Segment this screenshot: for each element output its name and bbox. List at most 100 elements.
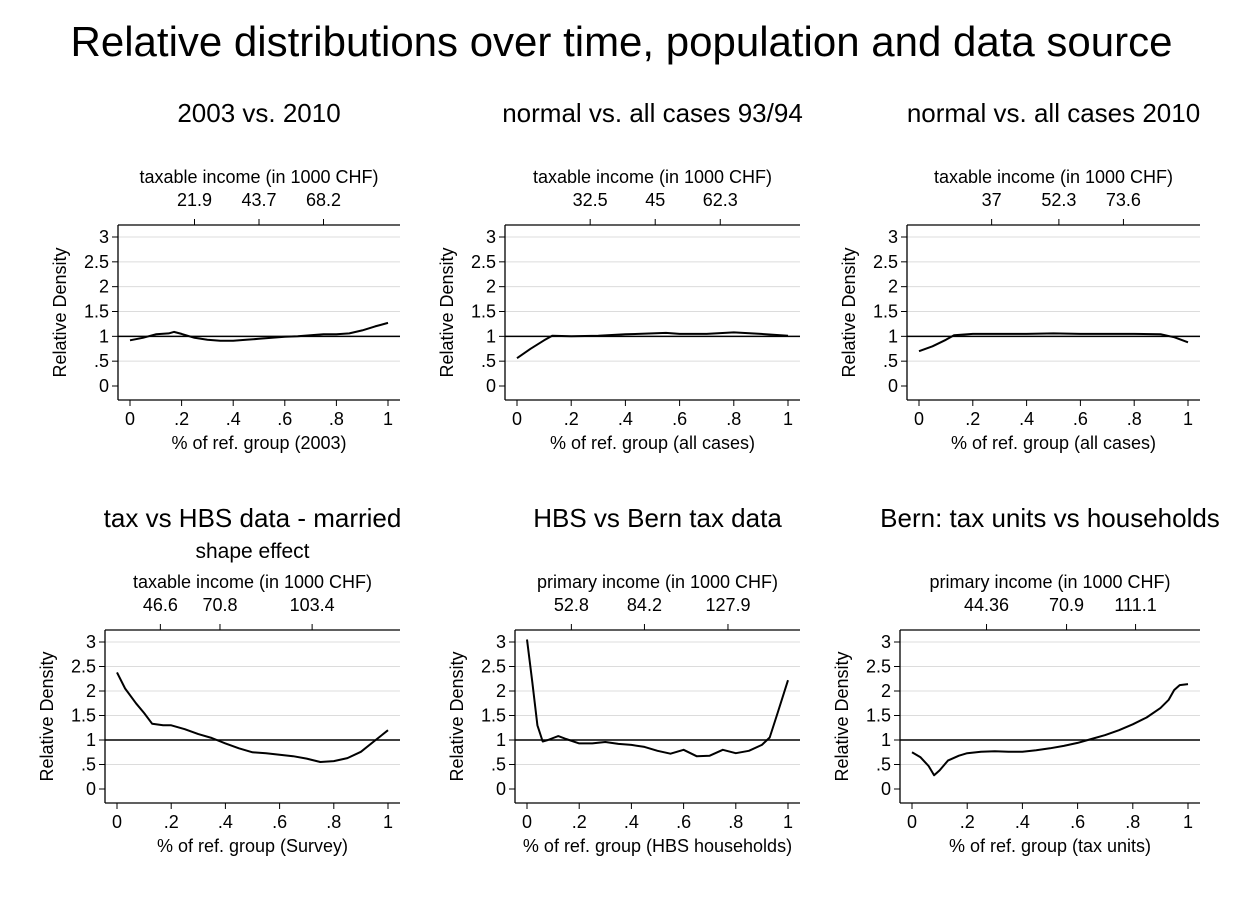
panel-4: tax vs HBS data - married shape effect tax…: [37, 503, 401, 856]
top-tick-label: 73.6: [1106, 190, 1141, 210]
y-axis-title: Relative Density: [832, 651, 852, 781]
x-tick-label: .6: [676, 812, 691, 832]
y-tick-label: 0: [86, 779, 96, 799]
x-tick-label: .6: [272, 812, 287, 832]
y-tick-label: 2: [888, 277, 898, 297]
x-tick-label: .8: [329, 409, 344, 429]
top-tick-label: 43.7: [241, 190, 276, 210]
x-tick-label: .2: [564, 409, 579, 429]
y-tick-label: 2: [486, 277, 496, 297]
top-tick-label: 37: [982, 190, 1002, 210]
x-tick-label: 0: [914, 409, 924, 429]
density-line: [918, 332, 1189, 353]
x-tick-label: .6: [277, 409, 292, 429]
x-tick-label: 0: [125, 409, 135, 429]
x-tick-label: 1: [383, 409, 393, 429]
x-tick-label: .8: [728, 812, 743, 832]
top-tick-label: 21.9: [177, 190, 212, 210]
y-axis-title: Relative Density: [447, 651, 467, 781]
y-tick-label: 0: [99, 376, 109, 396]
x-tick-label: .8: [326, 812, 341, 832]
top-tick-label: 52.3: [1041, 190, 1076, 210]
y-tick-label: 2.5: [84, 252, 109, 272]
y-tick-label: 1.5: [71, 706, 96, 726]
top-axis-label: taxable income (in 1000 CHF): [533, 167, 772, 187]
top-tick-label: 111.1: [1114, 595, 1156, 615]
x-tick-label: .2: [572, 812, 587, 832]
y-tick-label: 2: [99, 277, 109, 297]
y-tick-label: 1: [99, 326, 109, 346]
x-tick-label: .2: [174, 409, 189, 429]
x-tick-label: .2: [965, 409, 980, 429]
top-tick-label: 103.4: [290, 595, 335, 615]
top-tick-label: 44.36: [964, 595, 1009, 615]
panel-title: normal vs. all cases 93/94: [502, 98, 803, 128]
top-tick-label: 84.2: [627, 595, 662, 615]
x-tick-label: .6: [1070, 812, 1085, 832]
y-tick-label: 2: [86, 681, 96, 701]
x-tick-label: .8: [1125, 812, 1140, 832]
y-tick-label: 2.5: [481, 657, 506, 677]
x-tick-label: 0: [907, 812, 917, 832]
x-axis-title: % of ref. group (all cases): [550, 433, 755, 453]
y-tick-label: 1: [888, 326, 898, 346]
y-tick-label: .5: [94, 351, 109, 371]
top-tick-label: 68.2: [306, 190, 341, 210]
y-axis-title: Relative Density: [437, 247, 457, 377]
y-axis-title: Relative Density: [37, 651, 57, 781]
top-axis-label: taxable income (in 1000 CHF): [133, 572, 372, 592]
x-tick-label: 1: [783, 812, 793, 832]
y-tick-label: 2: [496, 681, 506, 701]
x-tick-label: 1: [1183, 409, 1193, 429]
y-tick-label: 3: [99, 227, 109, 247]
y-tick-label: .5: [883, 351, 898, 371]
panel-title: normal vs. all cases 2010: [907, 98, 1200, 128]
y-tick-label: 1: [496, 730, 506, 750]
y-tick-label: 1.5: [84, 302, 109, 322]
top-axis-label: primary income (in 1000 CHF): [929, 572, 1170, 592]
y-tick-label: 1.5: [481, 706, 506, 726]
y-tick-label: 1.5: [866, 706, 891, 726]
y-tick-label: 1: [881, 730, 891, 750]
y-tick-label: 1: [486, 326, 496, 346]
panel-title: HBS vs Bern tax data: [533, 503, 782, 533]
density-line: [911, 683, 1189, 777]
top-tick-label: 45: [645, 190, 665, 210]
x-tick-label: 1: [1183, 812, 1193, 832]
panel-title: 2003 vs. 2010: [177, 98, 340, 128]
x-tick-label: .8: [726, 409, 741, 429]
x-tick-label: 0: [112, 812, 122, 832]
x-tick-label: .6: [672, 409, 687, 429]
top-tick-label: 127.9: [705, 595, 750, 615]
y-tick-label: 0: [486, 376, 496, 396]
y-tick-label: 3: [888, 227, 898, 247]
density-line: [116, 671, 389, 763]
y-tick-label: 0: [881, 779, 891, 799]
x-tick-label: 0: [512, 409, 522, 429]
panel-subtitle: shape effect: [195, 540, 309, 563]
x-tick-label: .4: [624, 812, 639, 832]
x-tick-label: .4: [1015, 812, 1030, 832]
y-tick-label: 1: [86, 730, 96, 750]
y-tick-label: .5: [876, 755, 891, 775]
y-tick-label: 3: [881, 632, 891, 652]
top-axis-label: taxable income (in 1000 CHF): [139, 167, 378, 187]
x-axis-title: % of ref. group (Survey): [157, 836, 348, 856]
y-axis-title: Relative Density: [50, 247, 70, 377]
y-tick-label: .5: [491, 755, 506, 775]
density-line: [516, 331, 789, 360]
density-line: [526, 639, 789, 758]
x-tick-label: 1: [383, 812, 393, 832]
top-tick-label: 32.5: [573, 190, 608, 210]
x-tick-label: .2: [960, 812, 975, 832]
top-tick-label: 46.6: [143, 595, 178, 615]
top-axis-label: primary income (in 1000 CHF): [537, 572, 778, 592]
y-tick-label: 0: [496, 779, 506, 799]
y-tick-label: 2.5: [873, 252, 898, 272]
figure-title: Relative distributions over time, popula…: [70, 18, 1173, 65]
y-tick-label: 1.5: [873, 302, 898, 322]
y-axis-title: Relative Density: [839, 247, 859, 377]
y-tick-label: 2: [881, 681, 891, 701]
y-tick-label: 3: [486, 227, 496, 247]
panel-2: normal vs. all cases 93/94 taxable income…: [437, 98, 803, 453]
